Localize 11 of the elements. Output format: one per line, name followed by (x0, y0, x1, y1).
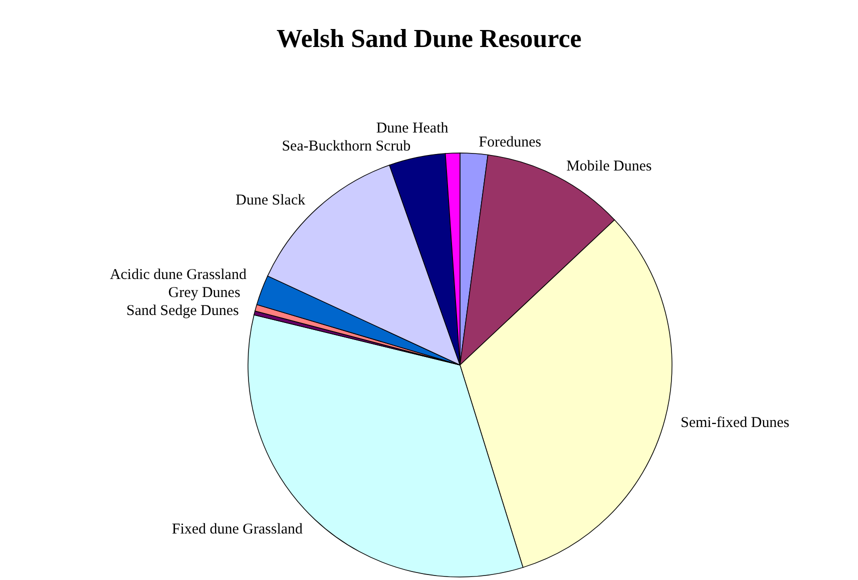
chart-title: Welsh Sand Dune Resource (276, 24, 582, 53)
slice-label: Dune Slack (236, 192, 306, 208)
slice-label: Semi-fixed Dunes (680, 415, 790, 432)
slice-label: Dune Heath (376, 120, 449, 137)
slice-label: Sand Sedge Dunes (126, 302, 240, 319)
slice-label: Grey Dunes (168, 284, 240, 301)
slice-label: Acidic dune Grassland (110, 266, 247, 283)
slice-label: Foredunes (478, 134, 542, 150)
slice-label: Mobile Dunes (566, 158, 652, 175)
slice-label: Fixed dune Grassland (172, 521, 304, 538)
slice-label: Sea-Buckthorn Scrub (282, 138, 411, 155)
